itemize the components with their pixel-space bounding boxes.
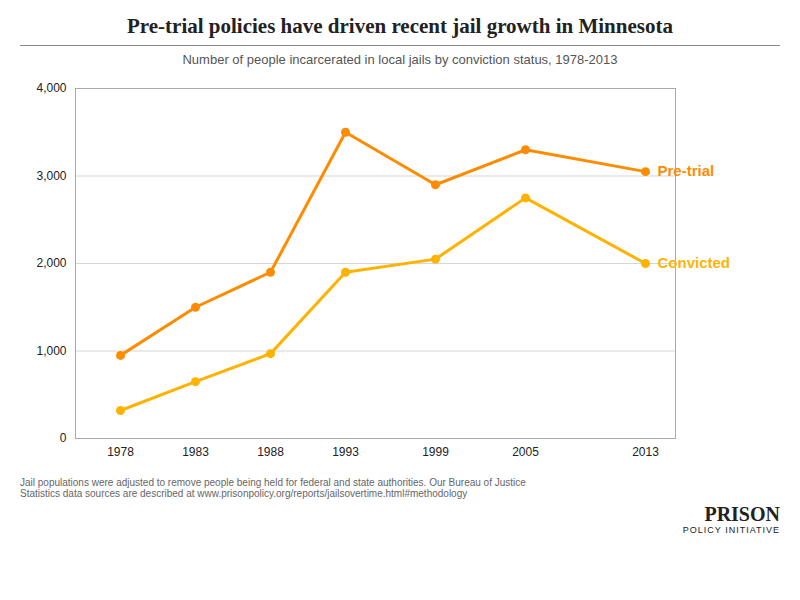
svg-text:1993: 1993: [332, 445, 359, 459]
svg-text:Pre-trial: Pre-trial: [658, 162, 715, 179]
svg-text:2005: 2005: [512, 445, 539, 459]
svg-text:1983: 1983: [182, 445, 209, 459]
html-text:PRISON: PRISON: [704, 503, 780, 525]
html-text:POLICY INITIATIVE: POLICY INITIATIVE: [682, 525, 780, 535]
svg-text:1999: 1999: [422, 445, 449, 459]
svg-text:1978: 1978: [107, 445, 134, 459]
svg-text:3,000: 3,000: [36, 169, 66, 183]
svg-text:4,000: 4,000: [36, 81, 66, 95]
html-text:Pre-trial policies have driven: Pre-trial policies have driven recent ja…: [127, 14, 673, 38]
svg-text:1988: 1988: [257, 445, 284, 459]
svg-text:2013: 2013: [632, 445, 659, 459]
svg-text:Convicted: Convicted: [658, 254, 731, 271]
svg-text:1,000: 1,000: [36, 344, 66, 358]
svg-text:0: 0: [60, 431, 67, 445]
svg-text:2,000: 2,000: [36, 256, 66, 270]
html-text:Jail populations were adjusted: Jail populations were adjusted to remove…: [20, 477, 526, 499]
html-text:Number of people incarcerated: Number of people incarcerated in local j…: [182, 52, 618, 67]
